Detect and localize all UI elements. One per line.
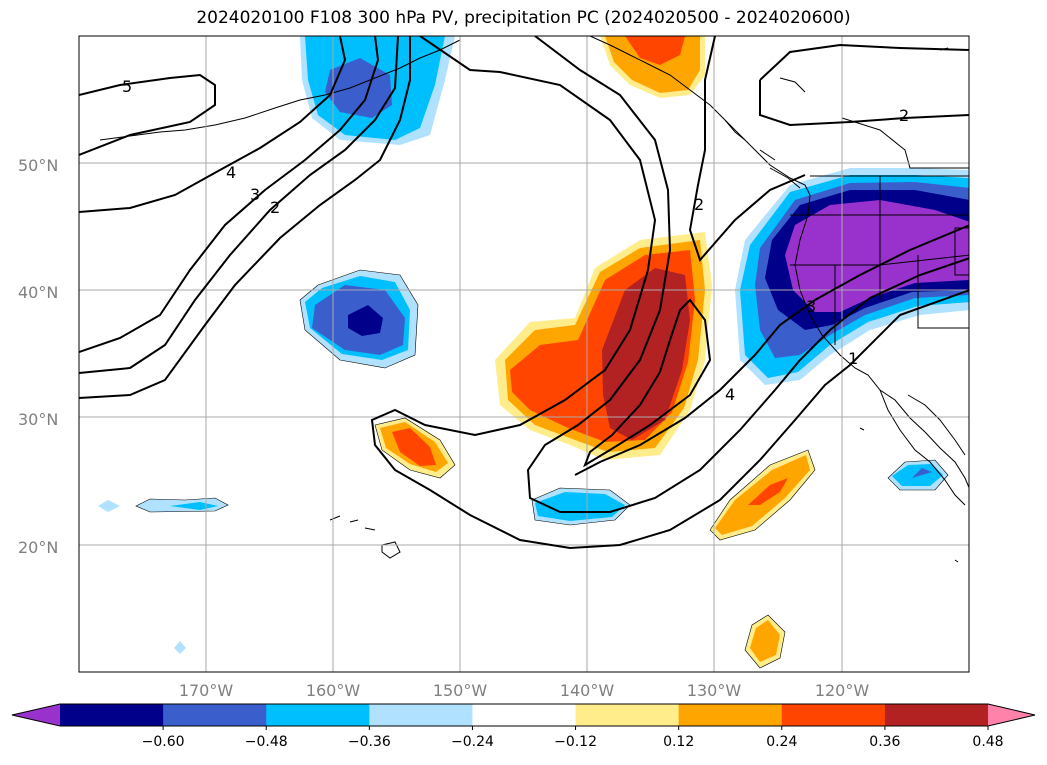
svg-text:2: 2 — [694, 195, 704, 214]
lat-label-30: 30°N — [18, 410, 58, 429]
precip-negative-south — [532, 488, 630, 525]
precip-negative-baja — [888, 460, 948, 490]
lon-label-120w: 120°W — [815, 681, 870, 700]
svg-text:3: 3 — [250, 185, 260, 204]
lat-label-20: 20°N — [18, 538, 58, 557]
pv-contour-labels: 5 4 3 2 2 2 4 3 1 — [122, 77, 909, 404]
lat-label-50: 50°N — [18, 156, 58, 175]
precip-negative-alaska — [300, 36, 455, 145]
coastlines — [99, 36, 969, 563]
colorbar-tick-label: 0.48 — [972, 734, 1003, 750]
map-frame — [78, 35, 970, 673]
precip-positive-small — [375, 418, 455, 478]
colorbar-segment — [163, 704, 267, 726]
svg-text:3: 3 — [806, 297, 816, 316]
colorbar-extend-low — [12, 704, 60, 726]
precip-positive-tropics — [745, 615, 785, 668]
svg-text:2: 2 — [270, 198, 280, 217]
colorbar-tick-label: −0.48 — [245, 734, 288, 750]
colorbar-segment — [472, 704, 577, 726]
colorbar-tick-label: 0.36 — [869, 734, 900, 750]
svg-text:5: 5 — [122, 77, 132, 96]
colorbar-segment — [60, 704, 164, 726]
svg-text:4: 4 — [226, 163, 236, 182]
lon-label-140w: 140°W — [560, 681, 615, 700]
pv-contours — [79, 36, 969, 550]
lat-labels: 20°N 30°N 40°N 50°N — [18, 156, 58, 557]
precip-negative-central — [300, 270, 418, 368]
colorbar-segment — [884, 704, 989, 726]
colorbar-tick-label: −0.60 — [142, 734, 185, 750]
lon-label-130w: 130°W — [687, 681, 742, 700]
colorbar-tick-label: 0.24 — [766, 734, 797, 750]
lon-label-170w: 170°W — [179, 681, 234, 700]
precip-positive-southeast — [710, 450, 815, 540]
precip-outlines — [135, 269, 949, 669]
colorbar-tick-label: −0.12 — [554, 734, 597, 750]
svg-text:1: 1 — [848, 349, 858, 368]
gridlines — [79, 36, 969, 672]
lon-label-150w: 150°W — [433, 681, 488, 700]
colorbar: −0.60 −0.48 −0.36 −0.24 −0.12 0.12 0.24 0.36 0.4… — [11, 703, 1036, 750]
svg-text:4: 4 — [725, 385, 735, 404]
plot-title: 2024020100 F108 300 hPa PV, precipitatio… — [196, 8, 851, 28]
colorbar-segment — [781, 704, 886, 726]
svg-text:2: 2 — [899, 106, 909, 125]
colorbar-extend-high — [988, 704, 1035, 726]
colorbar-segment — [266, 704, 370, 726]
colorbar-segment — [678, 704, 783, 726]
colorbar-tick-label: −0.36 — [348, 734, 391, 750]
precip-negative-tiny — [174, 641, 186, 654]
colorbar-segment — [575, 704, 680, 726]
lat-label-40: 40°N — [18, 283, 58, 302]
precip-positive-main — [495, 232, 712, 460]
precip-negative-westus — [735, 168, 969, 385]
precip-positive-north — [600, 36, 705, 98]
lon-label-160w: 160°W — [306, 681, 361, 700]
colorbar-tick-label: −0.24 — [451, 734, 494, 750]
colorbar-segment — [369, 704, 473, 726]
lon-labels: 170°W 160°W 150°W 140°W 130°W 120°W — [179, 681, 870, 700]
colorbar-tick-label: 0.12 — [663, 734, 694, 750]
